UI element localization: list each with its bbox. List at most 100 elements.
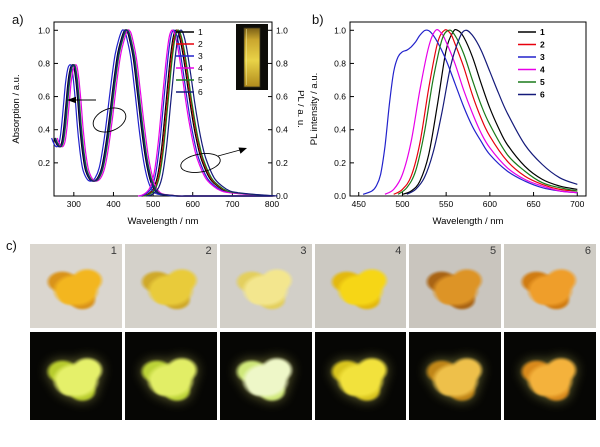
panel-a-label: a) <box>12 12 24 27</box>
panel-b-label: b) <box>312 12 324 27</box>
legend-label: 2 <box>540 40 545 50</box>
right-arrowhead <box>238 147 247 154</box>
y-tick-label-right: 0.4 <box>276 125 288 135</box>
x-tick-label: 600 <box>186 199 200 209</box>
sample-photo-uv <box>30 332 122 420</box>
legend-label: 6 <box>198 87 203 97</box>
powder-blob <box>509 250 591 322</box>
y-tick-label: 0.2 <box>334 158 346 168</box>
sample-photo-uv <box>314 332 407 420</box>
legend-label: 5 <box>540 77 545 87</box>
absorption-curve-6 <box>54 29 273 197</box>
pl-curve-5 <box>397 29 578 195</box>
x-tick-label: 500 <box>146 199 160 209</box>
y-tick-label-right: 1.0 <box>276 25 288 35</box>
sample-photo-uv <box>504 332 596 420</box>
powder-blob <box>225 339 306 413</box>
sample-number: 2 <box>205 245 212 257</box>
legend-label: 1 <box>198 27 203 37</box>
powder-blob <box>509 339 591 413</box>
y-tick-label-right: 0.8 <box>276 58 288 68</box>
absorption-pl-spectra-chart: 300 400 500 600 700 800 0.2 0.4 0.6 0.8 1.0 0.0 0.2 0… <box>11 21 304 227</box>
legend-label: 1 <box>540 27 545 37</box>
sample-photo-uv <box>124 332 217 420</box>
cuvette-inset-photo <box>236 24 268 90</box>
pl-curve-3 <box>139 29 271 197</box>
sample-number: 3 <box>300 245 307 257</box>
y-axis-title-right: PL / a. u. <box>295 90 304 128</box>
y-tick-label: 0.8 <box>334 58 346 68</box>
legend-label: 3 <box>198 51 203 61</box>
sample-photo-daylight: 5 <box>409 244 502 328</box>
x-tick-label: 700 <box>225 199 239 209</box>
y-tick-label-right: 0.2 <box>276 158 288 168</box>
y-axis-title: PL intensity / a.u. <box>309 73 320 146</box>
pl-curve-6 <box>146 29 278 197</box>
y-tick-label-left: 1.0 <box>38 25 50 35</box>
y-axis-title-left: Absorption / a.u. <box>11 74 22 143</box>
x-tick-label: 700 <box>570 199 584 209</box>
pl-curve-1 <box>402 28 578 195</box>
sample-photo-daylight: 6 <box>504 244 596 328</box>
powder-blob <box>414 250 496 322</box>
absorption-curve-4 <box>56 29 276 197</box>
y-tick-label: 1.0 <box>334 25 346 35</box>
legend-label: 6 <box>540 90 545 100</box>
x-tick-label: 550 <box>439 199 453 209</box>
powder-blob <box>225 250 306 322</box>
x-axis-title: Wavelength / nm <box>128 216 199 227</box>
pl-curve-4 <box>384 29 578 195</box>
x-tick-label: 800 <box>265 199 279 209</box>
sample-photo-daylight: 4 <box>314 244 407 328</box>
pl-curve-6 <box>406 29 578 195</box>
x-tick-label: 300 <box>67 199 81 209</box>
left-arrowhead <box>67 96 76 104</box>
pl-curve-3 <box>362 29 578 195</box>
pl-curve-5 <box>143 29 275 197</box>
sample-photo-uv <box>409 332 502 420</box>
sample-photo-uv <box>219 332 312 420</box>
powder-blob <box>130 250 212 322</box>
sample-number: 6 <box>584 245 591 257</box>
powder-blob <box>35 250 117 322</box>
y-tick-label-right: 0.6 <box>276 92 288 102</box>
absorption-axis-annotation <box>74 99 127 133</box>
plot-frame <box>349 21 587 197</box>
legend-label: 4 <box>198 63 203 73</box>
powder-blob <box>414 339 496 413</box>
x-tick-label: 600 <box>483 199 497 209</box>
panel-c-label: c) <box>6 238 17 253</box>
y-tick-label-left: 0.6 <box>38 92 50 102</box>
pl-intensity-spectra-chart: 450 500 550 600 650 700 0.0 0.2 0.4 0.6 0.8 1.0 Wave… <box>309 21 587 227</box>
pl-axis-annotation <box>180 149 241 173</box>
y-tick-label-left: 0.8 <box>38 58 50 68</box>
y-tick-label-right: 0.0 <box>276 191 288 201</box>
legend-label: 4 <box>540 65 545 75</box>
y-tick-label: 0.0 <box>334 191 346 201</box>
sample-photo-daylight: 1 <box>30 244 122 328</box>
sample-number: 1 <box>110 245 117 257</box>
y-tick-label-left: 0.4 <box>38 125 50 135</box>
pl-curve-2 <box>393 29 578 195</box>
pl-curve-4 <box>137 29 269 197</box>
powder-blob <box>35 339 117 413</box>
sample-photo-daylight: 2 <box>124 244 217 328</box>
powder-blob <box>130 339 212 413</box>
y-tick-label: 0.6 <box>334 92 346 102</box>
y-tick-label: 0.4 <box>334 125 346 135</box>
powder-blob <box>320 250 401 322</box>
sample-number: 4 <box>395 245 402 257</box>
powder-blob <box>320 339 401 413</box>
sample-number: 5 <box>490 245 497 257</box>
sample-photo-daylight: 3 <box>219 244 312 328</box>
plot-frame <box>53 21 273 197</box>
x-tick-label: 450 <box>352 199 366 209</box>
sample-photos-grid: 1 2 3 4 5 6 <box>30 244 596 420</box>
x-axis-title: Wavelength / nm <box>433 216 504 227</box>
x-tick-label: 500 <box>395 199 409 209</box>
y-tick-label-left: 0.2 <box>38 158 50 168</box>
legend-label: 2 <box>198 39 203 49</box>
pl-curve-1 <box>141 29 273 197</box>
legend-label: 5 <box>198 75 203 85</box>
